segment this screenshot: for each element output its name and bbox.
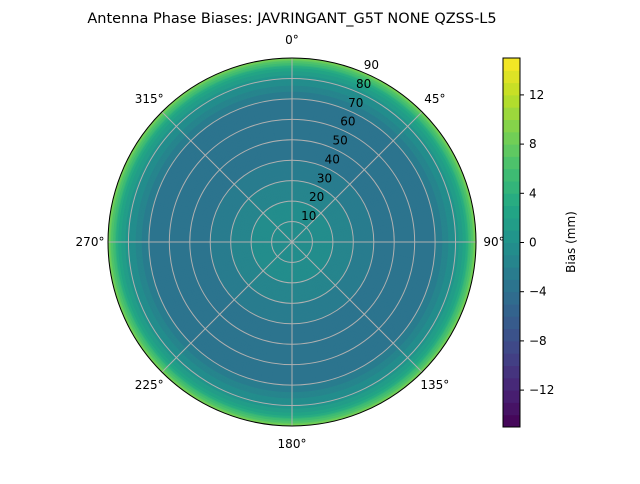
chart-title: Antenna Phase Biases: JAVRINGANT_G5T NON…: [87, 11, 496, 27]
theta-tick-label: 225°: [135, 378, 164, 392]
colorbar-band: [503, 94, 520, 108]
polar-frame: [107, 57, 477, 427]
colorbar-band: [503, 230, 520, 243]
r-tick-label: 80: [356, 77, 371, 91]
colorbar-band: [503, 316, 520, 330]
r-tick-label: 10: [301, 209, 316, 223]
colorbar-tick-label: −8: [529, 334, 547, 348]
theta-tick-label: 270°: [76, 235, 105, 249]
colorbar-tick-label: −12: [529, 383, 554, 397]
colorbar-band: [503, 377, 520, 391]
theta-tick-label: 135°: [420, 378, 449, 392]
theta-gridline: [161, 241, 293, 373]
r-tick-label: 70: [348, 96, 363, 110]
colorbar-band: [503, 144, 520, 157]
theta-tick-label: 0°: [285, 33, 299, 47]
colorbar-band: [503, 328, 520, 342]
colorbar-band: [503, 181, 520, 194]
colorbar-band: [503, 242, 520, 256]
r-tick-labels: 10 20 30 40 50 60 70 80 90: [301, 58, 379, 223]
colorbar: −12 −8 −4 0 4 8 12: [502, 57, 554, 428]
r-tick-label: 40: [325, 152, 340, 166]
colorbar-tick-label: 4: [529, 186, 537, 200]
colorbar-tick-label: 8: [529, 137, 537, 151]
colorbar-band: [503, 279, 520, 293]
colorbar-tick-label: 0: [529, 236, 537, 250]
colorbar-band: [503, 254, 520, 268]
colorbar-label: Bias (mm): [564, 211, 578, 273]
theta-tick-label: 90°: [483, 235, 504, 249]
colorbar-band: [503, 168, 520, 182]
theta-tick-label: 180°: [278, 437, 307, 451]
colorbar-band: [503, 119, 520, 133]
colorbar-band: [503, 131, 520, 145]
colorbar-band: [503, 365, 520, 379]
colorbar-band: [503, 107, 520, 120]
r-tick-label: 50: [332, 134, 347, 148]
colorbar-band: [503, 402, 520, 416]
theta-tick-label: 45°: [424, 92, 445, 106]
colorbar-band: [503, 205, 520, 219]
colorbar-tick-label: 12: [529, 88, 544, 102]
colorbar-band: [503, 414, 520, 428]
theta-gridline: [291, 111, 423, 243]
r-tick-label: 90: [364, 58, 379, 72]
polar-grid: [108, 58, 476, 426]
colorbar-band: [503, 156, 520, 170]
theta-tick-labels: 0° 45° 90° 135° 180° 225° 270° 315°: [76, 33, 505, 451]
r-tick-label: 20: [309, 190, 324, 204]
colorbar-band: [503, 217, 520, 231]
r-tick-label: 60: [340, 115, 355, 129]
colorbar-band: [503, 304, 520, 317]
theta-gridline: [291, 241, 423, 373]
colorbar-tick-label: −4: [529, 285, 547, 299]
colorbar-band: [503, 193, 520, 207]
colorbar-band: [503, 82, 520, 96]
colorbar-band: [503, 390, 520, 403]
colorbar-band: [503, 340, 520, 354]
theta-gridline: [161, 111, 293, 243]
colorbar-band: [503, 353, 520, 366]
theta-tick-label: 315°: [135, 92, 164, 106]
colorbar-band: [503, 58, 520, 71]
colorbar-band: [503, 267, 520, 280]
colorbar-band: [503, 291, 520, 305]
r-tick-label: 30: [317, 171, 332, 185]
colorbar-band: [503, 70, 520, 84]
